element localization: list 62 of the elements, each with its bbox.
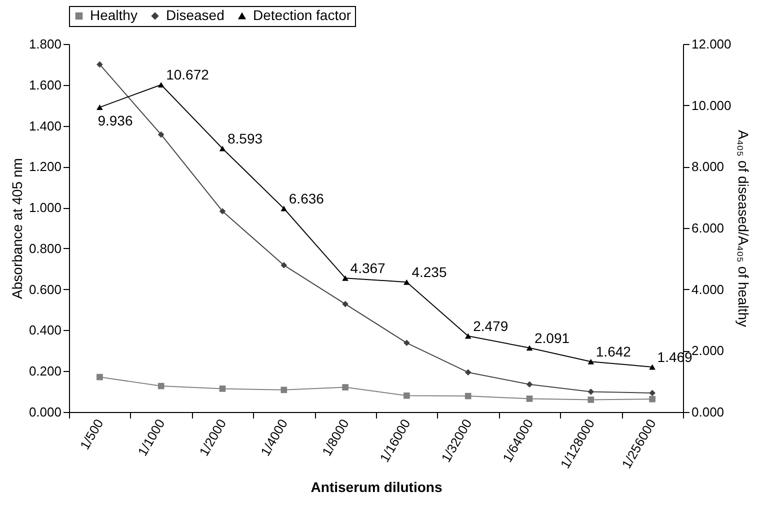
- y-tick-label: 1.600: [28, 77, 62, 92]
- data-label: 2.091: [534, 330, 570, 346]
- y-tick-label: 0.600: [28, 282, 62, 297]
- point: [219, 146, 226, 152]
- y2-tick-label: 8.000: [692, 159, 724, 174]
- data-label: 9.936: [98, 112, 133, 128]
- y2-tick-label: 10.000: [692, 98, 732, 113]
- data-label: 6.636: [288, 190, 324, 206]
- y-tick-label: 1.800: [28, 36, 62, 52]
- point: [526, 345, 533, 351]
- point: [404, 279, 410, 285]
- y2-tick-label: 2.000: [692, 343, 724, 358]
- point: [280, 262, 288, 268]
- point: [588, 396, 594, 403]
- point: [404, 340, 410, 346]
- x-axis-title: Antiserum dilutions: [310, 478, 442, 495]
- data-label: 10.672: [166, 66, 210, 83]
- data-label: 1.642: [596, 344, 632, 360]
- point: [158, 82, 164, 88]
- y-axis-title: Absorbance at 405 nm: [8, 158, 25, 299]
- y-tick-label: 1.400: [28, 118, 62, 134]
- y-tick-label: 0.400: [28, 322, 62, 338]
- point: [158, 131, 164, 138]
- point: [342, 384, 348, 390]
- y2-tick-label: 0.000: [692, 404, 724, 420]
- point: [158, 382, 164, 390]
- point: [588, 388, 594, 395]
- data-label: 4.367: [350, 260, 386, 276]
- point: [526, 396, 533, 402]
- point: [96, 374, 103, 380]
- y2-tick-label: 6.000: [692, 220, 724, 236]
- data-label: 4.235: [412, 264, 447, 280]
- point: [96, 104, 103, 110]
- y2-tick-label: 12.000: [692, 36, 732, 52]
- y-tick-label: 1.000: [28, 200, 62, 216]
- data-label: 8.593: [228, 130, 263, 146]
- data-label: 2.479: [473, 318, 508, 334]
- legend-label: Healthy: [90, 7, 138, 23]
- point: [464, 392, 472, 400]
- legend-label: Diseased: [166, 7, 224, 23]
- point: [219, 386, 226, 392]
- y2-tick-label: 4.000: [692, 282, 724, 297]
- point: [464, 369, 472, 376]
- point: [96, 61, 103, 68]
- point: [342, 300, 348, 308]
- legend-label: Detection factor: [253, 7, 352, 23]
- point: [280, 386, 288, 394]
- point: [404, 392, 410, 399]
- point: [649, 364, 656, 370]
- point: [649, 396, 656, 402]
- point: [526, 381, 533, 388]
- y-tick-label: 0.200: [28, 364, 62, 379]
- point: [280, 206, 288, 212]
- y-tick-label: 1.200: [28, 159, 62, 174]
- point: [342, 275, 348, 281]
- point: [649, 390, 656, 396]
- y-tick-label: 0.800: [28, 240, 62, 256]
- point: [219, 208, 226, 214]
- point: [588, 358, 594, 364]
- y-tick-label: 0.000: [28, 404, 62, 420]
- point: [464, 333, 472, 339]
- y2-axis-title: A₄₀₅ of diseased/A₄₀₅ of healthy: [735, 130, 752, 327]
